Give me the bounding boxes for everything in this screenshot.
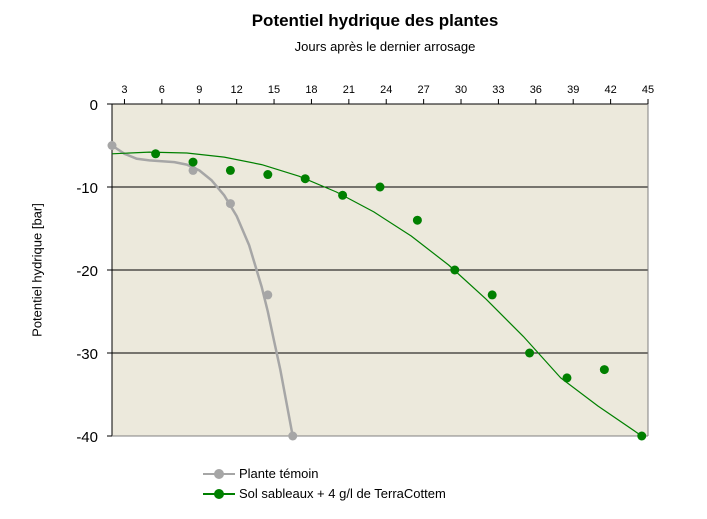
- data-point-series-2: [637, 431, 647, 441]
- data-point-series-1: [225, 199, 235, 209]
- x-tick-label: 36: [530, 84, 542, 96]
- data-point-series-2: [599, 365, 609, 375]
- x-tick-label: 30: [455, 84, 467, 96]
- x-tick-label: 21: [343, 84, 355, 96]
- x-tick-label: 39: [567, 84, 579, 96]
- x-tick-label: 6: [159, 84, 165, 96]
- x-tick-label: 18: [305, 84, 317, 96]
- data-point-series-2: [525, 348, 535, 358]
- data-point-series-2: [263, 170, 273, 180]
- x-tick-label: 33: [492, 84, 504, 96]
- legend-swatch-control: [203, 468, 235, 480]
- data-point-series-2: [450, 265, 460, 275]
- chart-title: Potentiel hydrique des plantes: [251, 11, 499, 30]
- data-point-series-2: [151, 149, 161, 159]
- y-tick-label: -30: [76, 346, 98, 363]
- data-point-series-1: [263, 290, 273, 300]
- data-point-series-2: [375, 182, 385, 192]
- legend-label-control: Plante témoin: [239, 466, 319, 481]
- x-tick-label: 3: [121, 84, 127, 96]
- data-point-series-2: [188, 157, 198, 167]
- x-tick-label: 27: [418, 84, 430, 96]
- legend-item-terracottem: Sol sableaux + 4 g/l de TerraCottem: [203, 486, 446, 501]
- data-point-series-2: [412, 215, 422, 225]
- data-point-series-2: [562, 373, 572, 383]
- series-line-1: [111, 144, 294, 437]
- x-tick-label: 24: [380, 84, 392, 96]
- data-point-series-2: [300, 174, 310, 184]
- y-tick-label: 0: [90, 97, 98, 114]
- legend-label-terracottem: Sol sableaux + 4 g/l de TerraCottem: [239, 486, 446, 501]
- data-point-series-2: [225, 165, 235, 175]
- x-tick-label: 15: [268, 84, 280, 96]
- x-tick-label: 9: [196, 84, 202, 96]
- series-line-2: [111, 151, 643, 437]
- x-axis-title: Jours après le dernier arrosage: [294, 39, 476, 54]
- legend-swatch-terracottem: [203, 488, 235, 500]
- data-point-series-1: [188, 165, 198, 175]
- y-tick-label: -20: [76, 263, 98, 280]
- legend-item-control: Plante témoin: [203, 466, 319, 481]
- data-point-series-1: [288, 431, 298, 441]
- y-tick-label: -10: [76, 180, 98, 197]
- data-point-series-1: [107, 141, 117, 150]
- data-point-series-2: [338, 190, 348, 200]
- y-tick-label: -40: [76, 429, 98, 446]
- x-tick-label: 42: [604, 84, 616, 96]
- x-tick-label: 12: [231, 84, 243, 96]
- x-tick-label: 45: [642, 84, 654, 96]
- data-point-series-2: [487, 290, 497, 300]
